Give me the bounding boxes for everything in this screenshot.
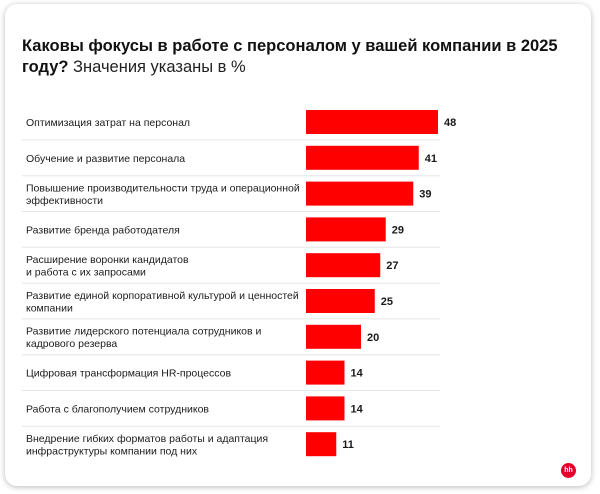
value-label: 14 — [351, 403, 364, 415]
value-label: 14 — [351, 368, 364, 380]
category-label: Обучение и развитие персонала — [26, 153, 185, 165]
bar — [306, 253, 381, 278]
value-label: 25 — [381, 296, 393, 308]
value-label: 41 — [425, 153, 437, 165]
bar — [306, 360, 345, 385]
chart-title-main: Каковы фокусы в работе с персоналом у ва… — [22, 37, 558, 76]
category-label: Развитие лидерского потенциала сотрудник… — [26, 326, 261, 351]
value-label: 20 — [367, 332, 379, 344]
chart-card — [5, 4, 591, 486]
category-label: Расширение воронки кандидатов и работа с … — [26, 254, 189, 279]
category-label: Развитие бренда работодателя — [26, 224, 180, 236]
value-label: 29 — [392, 224, 404, 236]
category-label: Оптимизация затрат на персонал — [26, 117, 190, 129]
category-label: Внедрение гибких форматов работы и адапт… — [26, 433, 268, 458]
value-label: 27 — [386, 260, 398, 272]
category-label: Повышение производительности труда и опе… — [26, 182, 300, 207]
bar — [306, 145, 419, 170]
category-label: Цифровая трансформация HR-процессов — [26, 368, 231, 380]
bar — [306, 396, 345, 421]
value-label: 11 — [342, 439, 354, 451]
hh-logo: hh — [561, 463, 576, 478]
bar — [306, 217, 386, 242]
bar — [306, 432, 337, 457]
chart-subtitle: Значения указаны в % — [73, 58, 246, 76]
chart-title: Каковы фокусы в работе с персоналом у ва… — [22, 36, 562, 78]
bar — [306, 289, 375, 313]
value-label: 39 — [419, 189, 431, 201]
bar — [306, 110, 438, 134]
category-label: Работа с благополучием сотрудников — [26, 403, 209, 415]
value-label: 48 — [444, 117, 456, 129]
bar — [306, 324, 361, 349]
category-label: Развитие единой корпоративной культурой … — [26, 290, 299, 315]
bar — [306, 181, 414, 206]
